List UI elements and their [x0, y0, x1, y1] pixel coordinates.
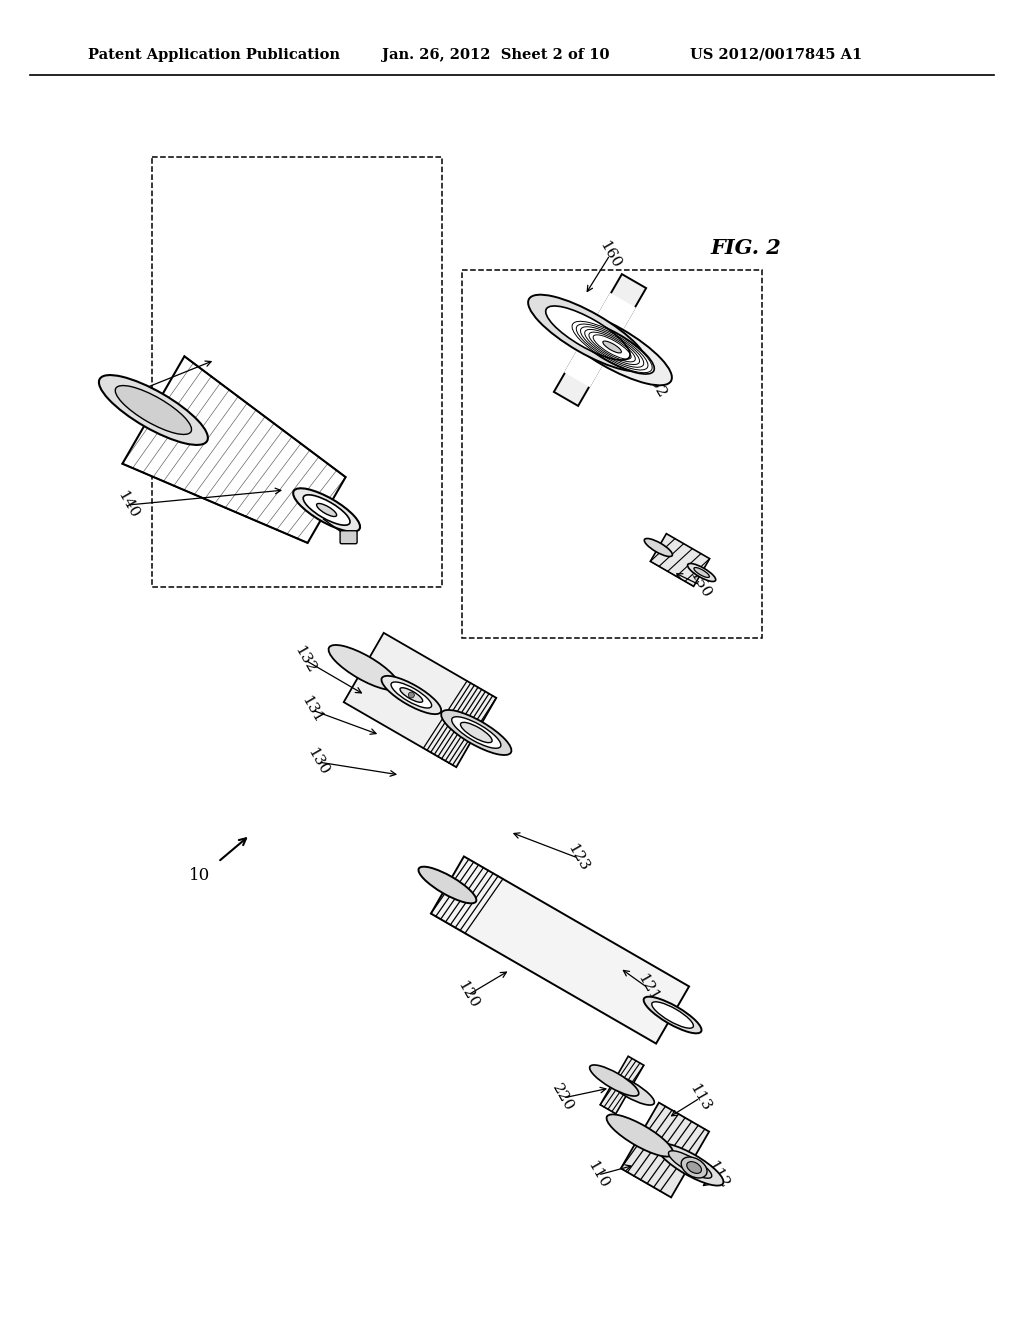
- Ellipse shape: [606, 1114, 673, 1156]
- Text: 150: 150: [687, 569, 714, 601]
- Polygon shape: [600, 1056, 644, 1114]
- Text: 120: 120: [455, 979, 481, 1011]
- FancyBboxPatch shape: [340, 531, 357, 544]
- Text: Patent Application Publication: Patent Application Publication: [88, 48, 340, 62]
- Text: US 2012/0017845 A1: US 2012/0017845 A1: [690, 48, 862, 62]
- Text: 131: 131: [299, 694, 326, 726]
- Ellipse shape: [651, 1002, 693, 1028]
- Ellipse shape: [546, 306, 630, 360]
- Text: 160: 160: [597, 239, 624, 271]
- Text: 130: 130: [305, 746, 332, 777]
- Ellipse shape: [316, 503, 337, 516]
- Text: 112: 112: [705, 1159, 731, 1191]
- Text: 123: 123: [564, 842, 591, 874]
- Ellipse shape: [669, 1151, 712, 1179]
- Ellipse shape: [590, 1065, 639, 1096]
- Text: 144: 144: [115, 379, 141, 411]
- Ellipse shape: [419, 867, 476, 903]
- Ellipse shape: [687, 1162, 701, 1173]
- Polygon shape: [344, 632, 497, 767]
- Text: 220: 220: [550, 1082, 577, 1114]
- Ellipse shape: [605, 1074, 654, 1105]
- Ellipse shape: [644, 539, 673, 557]
- Text: Jan. 26, 2012  Sheet 2 of 10: Jan. 26, 2012 Sheet 2 of 10: [382, 48, 609, 62]
- Polygon shape: [431, 857, 689, 1044]
- Ellipse shape: [400, 688, 423, 702]
- Ellipse shape: [329, 645, 399, 690]
- Text: 162: 162: [642, 368, 669, 401]
- Text: 121: 121: [635, 972, 662, 1005]
- Ellipse shape: [603, 341, 622, 352]
- Ellipse shape: [570, 319, 654, 374]
- Ellipse shape: [528, 294, 647, 371]
- Text: 110: 110: [585, 1159, 611, 1191]
- Ellipse shape: [382, 676, 441, 714]
- Ellipse shape: [687, 564, 716, 582]
- Polygon shape: [564, 293, 636, 387]
- Ellipse shape: [552, 309, 672, 385]
- Ellipse shape: [409, 692, 415, 698]
- Ellipse shape: [441, 710, 511, 755]
- Ellipse shape: [644, 997, 701, 1034]
- Text: FIG. 2: FIG. 2: [710, 238, 780, 257]
- Ellipse shape: [116, 385, 191, 434]
- Text: 113: 113: [687, 1082, 714, 1114]
- Ellipse shape: [303, 495, 350, 525]
- Ellipse shape: [694, 568, 710, 577]
- Polygon shape: [554, 275, 646, 405]
- Ellipse shape: [99, 375, 208, 445]
- Text: 132: 132: [292, 644, 318, 676]
- Text: 140: 140: [115, 488, 141, 521]
- Ellipse shape: [656, 1143, 723, 1185]
- Text: 10: 10: [189, 866, 211, 883]
- Ellipse shape: [461, 722, 493, 743]
- Ellipse shape: [452, 717, 501, 748]
- Ellipse shape: [293, 488, 360, 532]
- Polygon shape: [650, 533, 710, 586]
- Polygon shape: [621, 1102, 709, 1197]
- Ellipse shape: [681, 1158, 707, 1177]
- Ellipse shape: [391, 682, 432, 708]
- Polygon shape: [123, 356, 346, 543]
